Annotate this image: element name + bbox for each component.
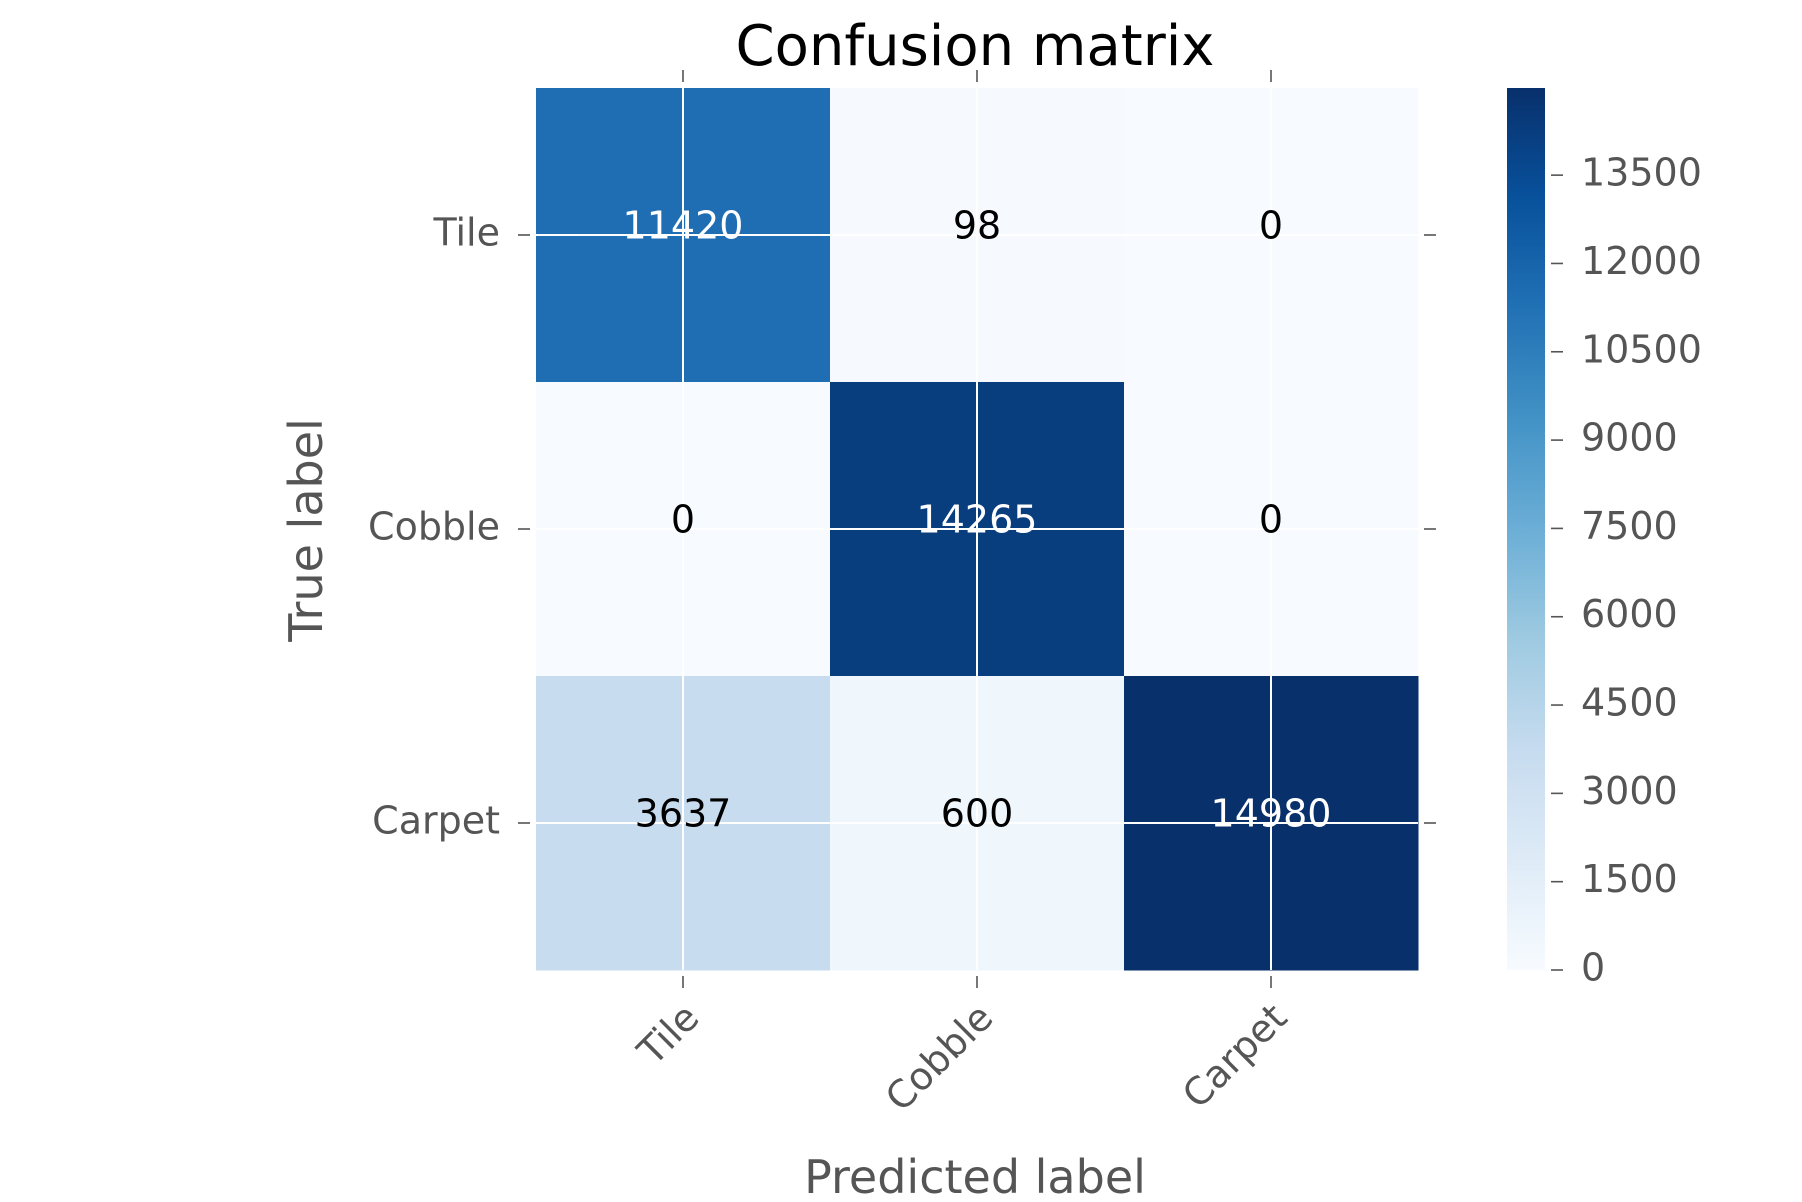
- cell-value-2-2: 14980: [1211, 792, 1332, 836]
- y-axis-label: True label: [279, 418, 333, 643]
- x-tick-label-carpet: Carpet: [1174, 995, 1296, 1117]
- x-tick-label-cobble: Cobble: [877, 995, 1001, 1119]
- colorbar: [1507, 88, 1545, 970]
- colorbar-tick-label: 10500: [1581, 327, 1702, 371]
- colorbar-tick-label: 7500: [1581, 504, 1678, 548]
- cell-value-1-0: 0: [671, 498, 695, 542]
- cell-value-2-0: 3637: [635, 792, 732, 836]
- cell-value-0-0: 11420: [623, 204, 744, 248]
- y-tick-label-cobble: Cobble: [368, 505, 500, 549]
- cell-value-1-1: 14265: [917, 498, 1038, 542]
- x-axis-label: Predicted label: [804, 1150, 1146, 1202]
- colorbar-tick-label: 3000: [1581, 769, 1678, 813]
- colorbar-tick-label: 4500: [1581, 681, 1678, 725]
- cell-value-0-2: 0: [1259, 204, 1283, 248]
- grid-lines: [536, 88, 1418, 970]
- colorbar-tick-label: 12000: [1581, 239, 1702, 283]
- cell-value-labels: 11420 98 0 0 14265 0 3637 600 14980: [623, 204, 1332, 836]
- colorbar-tick-label: 13500: [1581, 151, 1702, 195]
- y-tick-label-tile: Tile: [432, 211, 500, 255]
- cell-value-1-2: 0: [1259, 498, 1283, 542]
- colorbar-tick-label: 6000: [1581, 592, 1678, 636]
- colorbar-tick-label: 1500: [1581, 857, 1678, 901]
- chart-title: Confusion matrix: [736, 14, 1215, 79]
- colorbar-tick-label: 9000: [1581, 416, 1678, 460]
- colorbar-tick-label: 0: [1581, 946, 1605, 990]
- y-tick-label-carpet: Carpet: [372, 799, 500, 843]
- x-tick-label-tile: Tile: [628, 995, 707, 1074]
- cell-value-2-1: 600: [941, 792, 1014, 836]
- cell-value-0-1: 98: [953, 204, 1001, 248]
- colorbar-ticks: 0 1500 3000 4500 6000 7500 9000 10500 12000 13500: [1551, 151, 1702, 990]
